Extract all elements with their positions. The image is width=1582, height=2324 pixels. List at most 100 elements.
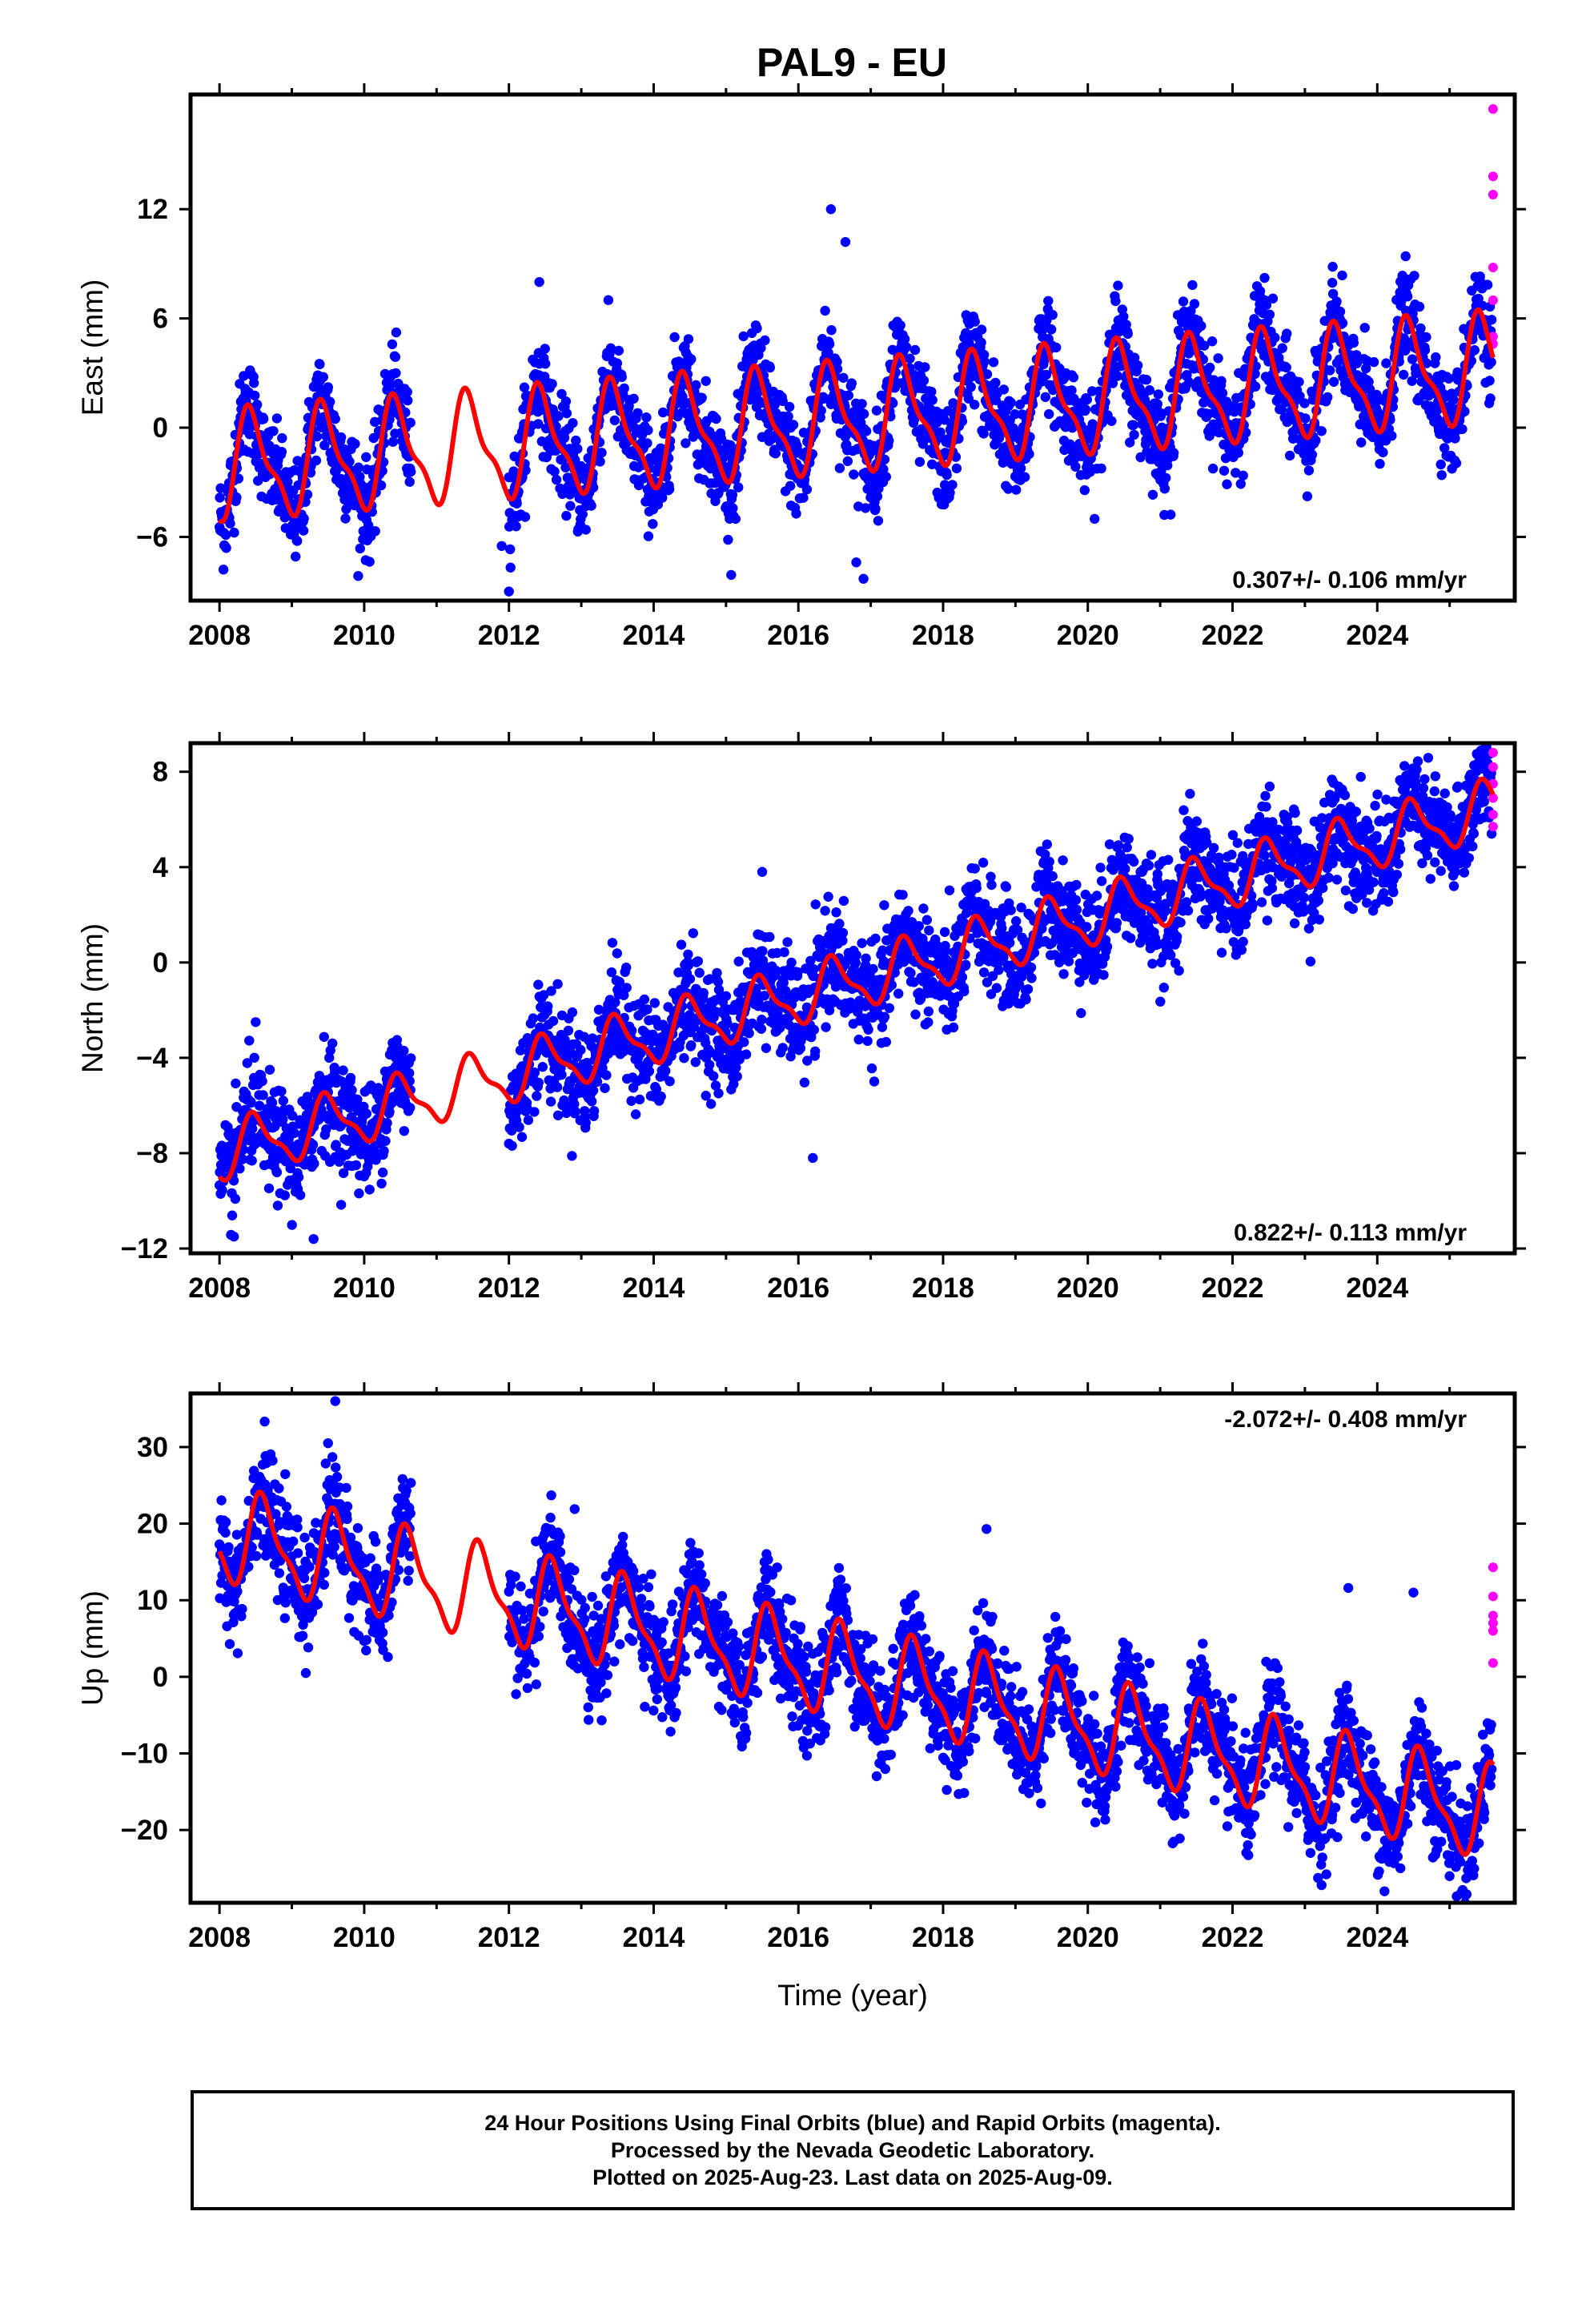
data-point — [233, 473, 244, 484]
data-point — [403, 395, 413, 406]
x-tick-label: 2016 — [767, 620, 829, 651]
data-point — [986, 879, 997, 891]
data-point — [884, 436, 894, 446]
data-point — [921, 915, 933, 925]
data-point — [325, 396, 335, 407]
data-point — [879, 1011, 890, 1022]
data-point — [944, 885, 955, 896]
data-point — [669, 332, 680, 343]
data-point — [910, 1009, 921, 1019]
data-point — [961, 959, 971, 970]
data-point — [520, 512, 531, 522]
data-point — [895, 320, 905, 331]
data-point — [1486, 357, 1496, 368]
data-point — [543, 1001, 553, 1011]
data-point — [563, 1025, 574, 1036]
data-point — [302, 489, 313, 500]
data-point — [221, 543, 231, 553]
data-point — [698, 987, 709, 999]
data-point — [387, 436, 399, 447]
data-point — [1335, 306, 1346, 317]
data-point — [686, 354, 697, 364]
data-point — [1022, 984, 1034, 995]
data-point — [1448, 395, 1459, 405]
data-point — [923, 1017, 934, 1027]
data-point — [249, 1052, 259, 1063]
panel-1: 2008 2010 2012 2014 2016 2018 2020 2022 2024−606… — [76, 83, 1526, 651]
data-point-outlier — [504, 586, 514, 597]
data-point — [920, 362, 930, 372]
data-point — [831, 907, 841, 918]
data-point — [777, 1043, 788, 1053]
data-point — [567, 1007, 578, 1018]
data-point — [621, 983, 632, 993]
data-point — [319, 440, 330, 451]
x-tick-label: 2022 — [1202, 620, 1264, 651]
data-point — [249, 378, 259, 388]
data-point — [1300, 413, 1311, 424]
data-point — [1207, 463, 1219, 474]
data-point — [628, 393, 639, 404]
data-point — [588, 1106, 600, 1116]
data-point — [247, 1156, 257, 1166]
data-point — [511, 521, 521, 532]
data-point — [355, 543, 365, 554]
data-point — [1153, 389, 1164, 400]
data-point — [756, 1023, 767, 1034]
data-point — [723, 534, 733, 545]
data-point — [1435, 459, 1446, 470]
data-point — [785, 480, 796, 491]
data-point — [1238, 470, 1248, 480]
data-point — [816, 405, 826, 416]
data-point — [309, 1158, 319, 1169]
data-point — [218, 565, 229, 575]
data-point — [701, 1091, 711, 1101]
data-point — [1141, 375, 1152, 385]
data-point — [250, 390, 260, 401]
data-point — [529, 1107, 540, 1117]
data-point — [1294, 376, 1304, 388]
data-point — [1222, 479, 1232, 489]
data-point — [786, 957, 797, 968]
data-point — [268, 426, 279, 436]
data-point — [548, 1015, 559, 1027]
data-point — [1303, 465, 1315, 476]
data-point — [1484, 376, 1495, 386]
panels-group: 2008 2010 2012 2014 2016 2018 2020 2022 2024−606… — [76, 83, 1526, 2012]
data-point — [516, 1132, 528, 1142]
data-point — [632, 408, 643, 418]
data-point — [1006, 397, 1016, 408]
data-point — [311, 455, 322, 466]
data-point — [784, 401, 795, 412]
data-point — [271, 413, 283, 424]
data-point — [971, 883, 982, 894]
data-point — [319, 1031, 329, 1043]
data-point — [1047, 310, 1058, 320]
data-point — [1125, 437, 1135, 448]
data-point — [1419, 345, 1431, 356]
data-point — [738, 331, 749, 342]
data-point — [899, 334, 910, 344]
data-point — [1217, 388, 1228, 399]
data-point — [227, 1210, 238, 1220]
data-point — [873, 516, 884, 526]
data-point — [370, 526, 380, 537]
data-point — [664, 484, 675, 495]
data-point — [683, 949, 693, 960]
data-point — [976, 337, 986, 348]
data-point — [391, 368, 401, 379]
data-point — [838, 895, 849, 907]
data-point — [810, 899, 821, 910]
data-point — [630, 1109, 641, 1120]
data-point — [679, 1053, 689, 1063]
x-tick-label: 2010 — [333, 620, 396, 651]
data-point — [846, 378, 857, 388]
data-point — [1113, 280, 1123, 291]
data-point — [1159, 484, 1170, 494]
data-point — [272, 1200, 283, 1211]
data-point — [656, 1092, 666, 1102]
data-point — [1302, 491, 1313, 501]
data-point — [1041, 369, 1052, 380]
data-point — [901, 342, 912, 352]
data-point — [299, 513, 309, 524]
